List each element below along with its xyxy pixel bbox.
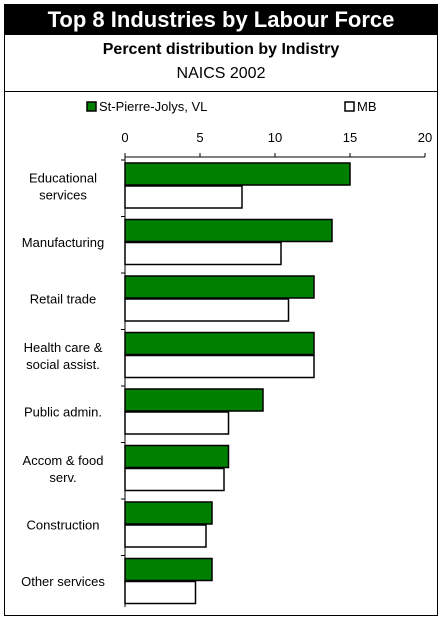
- category-label-5: Public admin.: [24, 404, 102, 419]
- x-tick-label-15: 15: [343, 130, 357, 145]
- bar-series1-cat7: [124, 501, 213, 525]
- category-label-1-line2: services: [39, 187, 87, 202]
- legend-swatch-2: [344, 101, 355, 112]
- bar-series2-cat3: [124, 298, 290, 322]
- bar-series1-cat8: [124, 557, 213, 582]
- category-label-4-line1: Health care &: [24, 340, 103, 355]
- bar-series2-cat6: [124, 467, 225, 492]
- chart-subtitle-naics: NAICS 2002: [176, 65, 266, 82]
- bar-chart: St-Pierre-Jolys, VL MB 0 5 10 15 20 Education…: [21, 99, 432, 607]
- legend-label-2: MB: [357, 99, 377, 114]
- category-label-7: Construction: [27, 517, 100, 532]
- bar-series1-cat4: [124, 331, 315, 356]
- bars: [124, 162, 351, 605]
- bar-series2-cat5: [124, 411, 230, 435]
- category-label-4-line2: social assist.: [26, 357, 100, 372]
- bar-series1-cat3: [124, 275, 315, 299]
- category-label-2: Manufacturing: [22, 235, 104, 250]
- category-labels: Educational services Manufacturing Retail t…: [21, 170, 105, 589]
- category-label-1-line1: Educational: [29, 170, 97, 185]
- bar-series2-cat4: [124, 354, 315, 379]
- x-tick-label-5: 5: [196, 130, 203, 145]
- bar-series2-cat7: [124, 524, 207, 548]
- bar-series1-cat6: [124, 444, 230, 469]
- category-label-6-line1: Accom & food: [23, 453, 104, 468]
- bar-series2-cat2: [124, 241, 282, 266]
- bar-series2-cat8: [124, 580, 197, 605]
- bar-series1-cat5: [124, 388, 264, 412]
- x-tick-label-20: 20: [418, 130, 432, 145]
- legend-label-1: St-Pierre-Jolys, VL: [99, 99, 207, 114]
- header-divider: [5, 91, 437, 92]
- chart-title: Top 8 Industries by Labour Force: [5, 5, 437, 35]
- category-label-6-line2: serv.: [49, 470, 76, 485]
- legend: St-Pierre-Jolys, VL MB: [86, 99, 377, 114]
- category-label-3: Retail trade: [30, 291, 96, 306]
- category-label-8: Other services: [21, 574, 105, 589]
- legend-swatch-1: [86, 101, 97, 112]
- chart-frame: Top 8 Industries by Labour Force Percent…: [4, 4, 438, 616]
- bar-series2-cat1: [124, 185, 243, 209]
- bar-series1-cat2: [124, 218, 333, 243]
- x-tick-label-10: 10: [268, 130, 282, 145]
- x-tick-label-0: 0: [121, 130, 128, 145]
- chart-subtitle: Percent distribution by Indistry: [102, 41, 340, 58]
- bar-series1-cat1: [124, 162, 351, 186]
